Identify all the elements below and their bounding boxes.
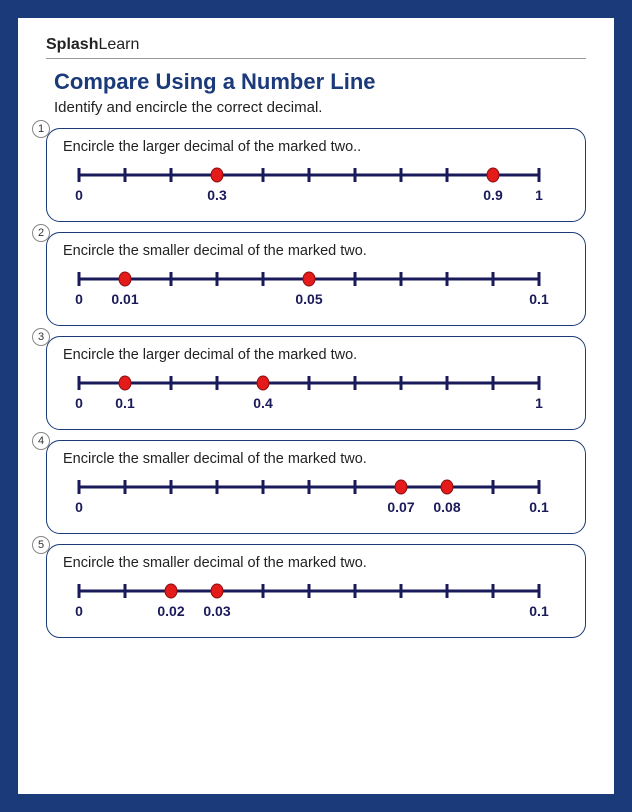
question-prompt: Encircle the smaller decimal of the mark…	[63, 243, 569, 259]
question-wrapper: 1 Encircle the larger decimal of the mark…	[46, 128, 586, 222]
number-line-labels: 0 0.3 0.9 1	[69, 187, 563, 207]
page-subtitle: Identify and encircle the correct decima…	[54, 99, 586, 116]
number-line-dot	[303, 272, 315, 286]
question-wrapper: 5Encircle the smaller decimal of the mar…	[46, 544, 586, 638]
number-line-svg	[69, 475, 549, 499]
tick-label: 0.3	[207, 187, 226, 203]
tick-label: 0.03	[203, 603, 230, 619]
question-box: Encircle the smaller decimal of the mark…	[46, 232, 586, 326]
tick-label: 0	[75, 291, 83, 307]
number-line-dot	[119, 272, 131, 286]
question-number-badge: 4	[32, 432, 50, 450]
tick-label: 0	[75, 603, 83, 619]
question-prompt: Encircle the smaller decimal of the mark…	[63, 555, 569, 571]
number-line-dot	[257, 376, 269, 390]
number-line-dot	[211, 168, 223, 182]
number-line-dot	[119, 376, 131, 390]
tick-label: 0.1	[529, 291, 548, 307]
number-line: 0 0.01 0.05 0.1	[69, 267, 563, 317]
number-line-dot	[395, 480, 407, 494]
tick-label: 0.1	[529, 499, 548, 515]
number-line-dot	[211, 584, 223, 598]
question-box: Encircle the smaller decimal of the mark…	[46, 544, 586, 638]
question-prompt: Encircle the larger decimal of the marke…	[63, 139, 569, 155]
questions-container: 1 Encircle the larger decimal of the mark…	[46, 128, 586, 638]
question-prompt: Encircle the larger decimal of the marke…	[63, 347, 569, 363]
tick-label: 0.01	[111, 291, 138, 307]
tick-label: 0	[75, 499, 83, 515]
number-line: 0 0.07 0.08 0.1	[69, 475, 563, 525]
tick-label: 0.08	[433, 499, 460, 515]
number-line: 0 0.02 0.03 0.1	[69, 579, 563, 629]
question-wrapper: 4Encircle the smaller decimal of the mar…	[46, 440, 586, 534]
tick-label: 0.1	[529, 603, 548, 619]
question-wrapper: 2Encircle the smaller decimal of the mar…	[46, 232, 586, 326]
number-line-labels: 0 0.07 0.08 0.1	[69, 499, 563, 519]
number-line-labels: 0 0.1 0.4 1	[69, 395, 563, 415]
page-title: Compare Using a Number Line	[54, 69, 586, 95]
number-line-dot	[165, 584, 177, 598]
tick-label: 0.07	[387, 499, 414, 515]
tick-label: 1	[535, 395, 543, 411]
tick-label: 0.9	[483, 187, 502, 203]
brand-part1: Splash	[46, 36, 98, 53]
number-line-svg	[69, 579, 549, 603]
number-line-labels: 0 0.02 0.03 0.1	[69, 603, 563, 623]
number-line-dot	[441, 480, 453, 494]
question-box: Encircle the larger decimal of the marke…	[46, 336, 586, 430]
question-number-badge: 2	[32, 224, 50, 242]
question-number-badge: 1	[32, 120, 50, 138]
question-number-badge: 5	[32, 536, 50, 554]
number-line-svg	[69, 163, 549, 187]
tick-label: 0	[75, 395, 83, 411]
number-line: 0 0.3 0.9 1	[69, 163, 563, 213]
tick-label: 0.05	[295, 291, 322, 307]
question-prompt: Encircle the smaller decimal of the mark…	[63, 451, 569, 467]
number-line-dot	[487, 168, 499, 182]
question-box: Encircle the larger decimal of the marke…	[46, 128, 586, 222]
tick-label: 0.02	[157, 603, 184, 619]
question-wrapper: 3Encircle the larger decimal of the mark…	[46, 336, 586, 430]
tick-label: 0.1	[115, 395, 134, 411]
number-line: 0 0.1 0.4 1	[69, 371, 563, 421]
question-number-badge: 3	[32, 328, 50, 346]
number-line-svg	[69, 267, 549, 291]
number-line-svg	[69, 371, 549, 395]
tick-label: 0.4	[253, 395, 272, 411]
tick-label: 0	[75, 187, 83, 203]
tick-label: 1	[535, 187, 543, 203]
number-line-labels: 0 0.01 0.05 0.1	[69, 291, 563, 311]
brand-logo: SplashLearn	[46, 36, 586, 59]
brand-part2: Learn	[98, 36, 139, 53]
worksheet-sheet: SplashLearn Compare Using a Number Line …	[18, 18, 614, 794]
question-box: Encircle the smaller decimal of the mark…	[46, 440, 586, 534]
